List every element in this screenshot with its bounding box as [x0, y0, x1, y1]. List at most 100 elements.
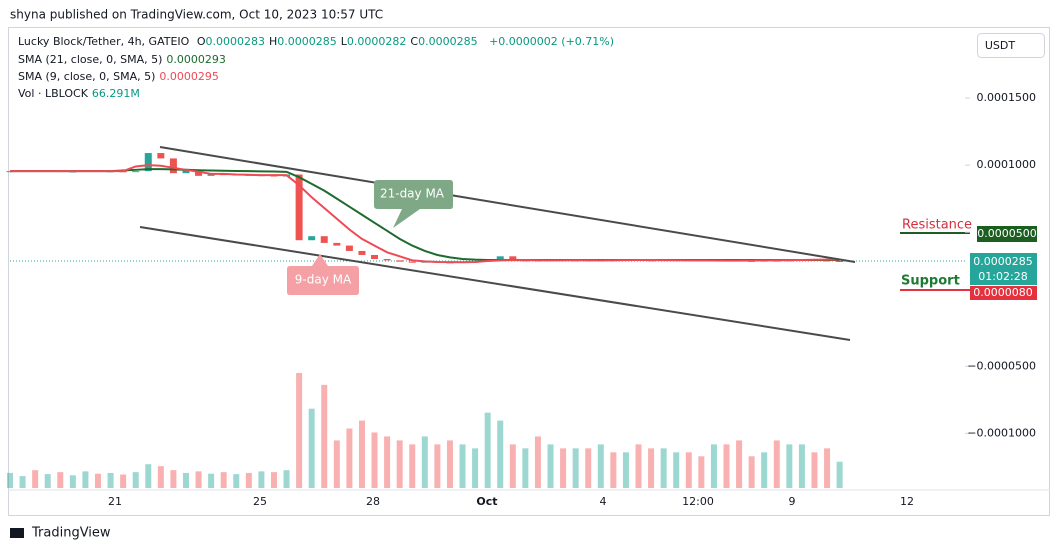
x-tick-label: 12:00	[682, 495, 714, 508]
sma9-line	[10, 164, 840, 264]
upper-trend-line	[159, 146, 856, 263]
candle	[295, 174, 303, 241]
volume-bar	[472, 448, 479, 488]
y-tick-label: −0.0001000	[967, 426, 1036, 439]
volume-bar	[195, 471, 202, 488]
volume-bar	[120, 474, 127, 488]
ohlc-value: 0.0000285	[418, 35, 478, 48]
volume-bar	[371, 432, 378, 488]
candle	[371, 254, 379, 259]
volume-bar	[107, 472, 114, 488]
support-price: 0.0000080	[973, 286, 1033, 299]
support-label: Support	[901, 274, 960, 289]
volume-bar	[572, 448, 579, 488]
ma21-label: 21-day MA	[380, 187, 445, 201]
legend-main: Lucky Block/Tether, 4h, GATEIO O0.000028…	[18, 35, 618, 48]
volume-bar	[484, 412, 491, 488]
volume-bar	[459, 444, 466, 488]
volume-bar	[308, 408, 315, 488]
x-tick-label: 9	[789, 495, 796, 508]
volume-bar	[673, 452, 680, 488]
footer-brand[interactable]: TradingView	[31, 526, 111, 541]
candle	[408, 261, 416, 263]
volume-bar	[761, 452, 768, 488]
volume-bar	[296, 373, 303, 488]
volume-bar	[597, 444, 604, 488]
volume-bar	[736, 440, 743, 488]
volume-bar	[547, 444, 554, 488]
logo	[10, 528, 24, 538]
volume-bar	[82, 471, 89, 488]
ohlc-key: C	[410, 35, 419, 48]
y-tick-label: 0.0001000	[977, 158, 1037, 171]
candle	[396, 260, 404, 262]
candle	[333, 242, 341, 246]
volume-bar	[409, 444, 416, 488]
countdown: 01:02:28	[978, 270, 1027, 283]
y-tick-label: 0.0001500	[977, 91, 1037, 104]
x-tick-label: 4	[600, 495, 607, 508]
volume-bar	[622, 452, 629, 488]
volume-bar	[610, 452, 617, 488]
current-price-box	[970, 253, 1037, 285]
ohlc-value: 0.0000283	[205, 35, 265, 48]
x-tick-label: 25	[253, 495, 267, 508]
volume-bar	[560, 448, 567, 488]
volume-bar	[132, 472, 139, 488]
volume-bar	[509, 444, 516, 488]
volume-bar	[585, 448, 592, 488]
resistance-label: Resistance	[902, 218, 972, 233]
indicator-value: 0.0000293	[166, 53, 226, 66]
volume-bar	[748, 456, 755, 488]
candle	[823, 260, 831, 262]
support-price-box	[970, 286, 1037, 300]
volume-bar	[157, 466, 164, 488]
x-tick-label: 28	[366, 495, 380, 508]
ohlc-key: H	[268, 35, 278, 48]
x-tick-label: 21	[108, 495, 122, 508]
plot: 21 25 28 Oct 4 12:00 9 12	[6, 153, 965, 508]
volume-bar	[685, 452, 692, 488]
volume-bar	[710, 444, 717, 488]
candle	[308, 236, 316, 241]
volume-bar	[497, 420, 504, 488]
volume-bar	[773, 440, 780, 488]
volume-bar	[182, 472, 189, 488]
volume-bar	[824, 448, 831, 488]
volume-bar	[94, 473, 101, 488]
candle	[358, 250, 366, 255]
volume-bar	[648, 448, 655, 488]
volume-bar	[170, 470, 177, 488]
volume-bar	[346, 428, 353, 488]
volume-bar	[723, 444, 730, 488]
volume-bar	[145, 464, 152, 488]
indicator: SMA (9, close, 0, SMA, 5) 0.0000295	[18, 70, 223, 83]
ma21-callout	[374, 180, 453, 228]
candle	[836, 261, 844, 263]
resistance-price: 0.0000500	[977, 227, 1037, 240]
volume-bar	[698, 456, 705, 488]
candle	[182, 170, 190, 174]
candle	[496, 256, 504, 259]
volume-bar	[421, 436, 428, 488]
ohlc-key: L	[340, 35, 347, 48]
volume-bar	[220, 472, 227, 488]
volume-bar	[446, 440, 453, 488]
volume-bar	[635, 444, 642, 488]
candle	[509, 256, 517, 262]
currency[interactable]: USDT	[985, 39, 1016, 52]
ma9-label: 9-day MA	[295, 273, 352, 287]
chart-frame	[8, 27, 1050, 516]
ohlc-value: 0.0000282	[346, 35, 407, 48]
currency-button[interactable]	[977, 33, 1045, 58]
volume-bar	[44, 474, 51, 488]
candle	[169, 158, 177, 174]
ma9-callout	[287, 254, 359, 295]
x-tick-label: 12	[900, 495, 914, 508]
volume-bar	[258, 471, 265, 488]
volume-bar	[69, 475, 76, 488]
publisher: shyna published on TradingView.com, Oct …	[10, 8, 383, 22]
volume-bar	[660, 448, 667, 488]
